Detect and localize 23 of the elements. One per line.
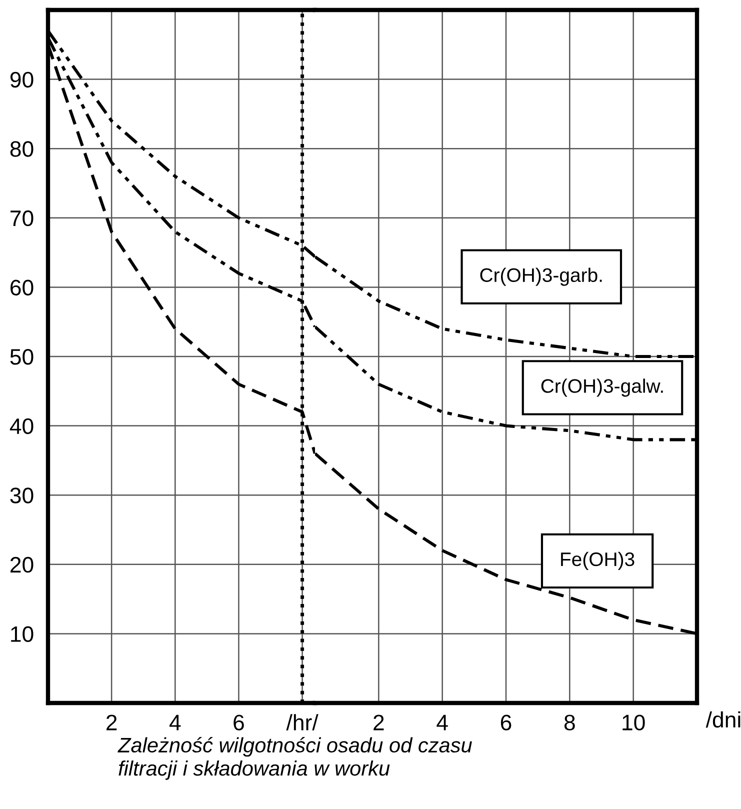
series-label: Cr(OH)3-galw. <box>541 378 663 397</box>
y-tick-label: 70 <box>10 210 34 226</box>
text: Cr(OH)3-garb. <box>480 268 602 286</box>
y-tick-label: 90 <box>10 72 34 88</box>
series-label: Fe(OH)3 <box>561 552 634 570</box>
y-tick-label: 60 <box>10 280 34 296</box>
y-tick-label: 40 <box>10 418 34 434</box>
x-tick-label: 4 <box>169 714 181 730</box>
y-tick-label: 30 <box>10 488 34 504</box>
y-tick-label: 10 <box>11 626 34 642</box>
x-tick-label: 10 <box>622 714 645 730</box>
x-tick-label: 2 <box>374 714 384 730</box>
x-tick-label: 6 <box>500 714 512 730</box>
y-tick-label: 50 <box>10 349 34 365</box>
text: Zależność wilgotności osadu od czasu filtracji i składowania w worku <box>118 737 472 780</box>
y-tick-label: 80 <box>10 141 34 157</box>
y-tick-label: 20 <box>10 556 34 573</box>
x-tick-label: 6 <box>234 714 244 730</box>
x-tick-label: 8 <box>564 714 575 730</box>
x-tick-label: /hr/ <box>286 714 318 730</box>
x-tick-label: 4 <box>436 714 448 730</box>
x-tick-label: 2 <box>106 714 117 730</box>
x-axis-title: /dni <box>706 711 740 728</box>
